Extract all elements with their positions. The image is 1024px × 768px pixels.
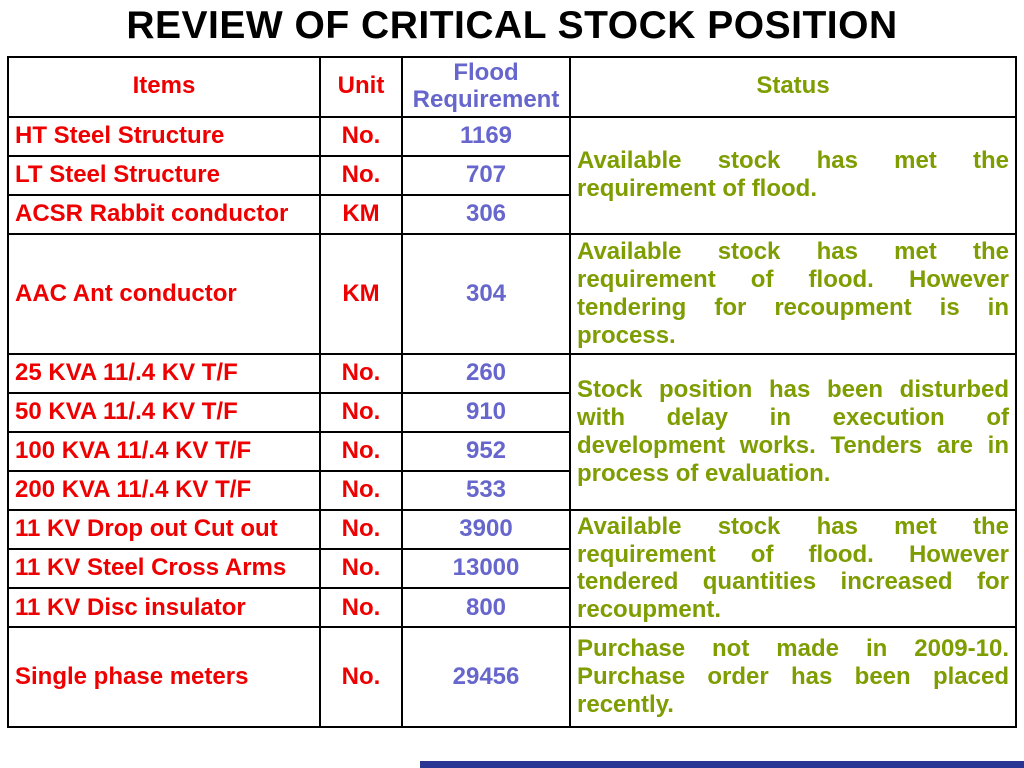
footer-bar: [420, 761, 1024, 768]
item-cell: 11 KV Disc insulator: [7, 586, 321, 629]
unit-cell: No.: [319, 352, 403, 394]
unit-cell: No.: [319, 626, 403, 729]
table-row: 200 KVA 11/.4 KV T/F No. 533: [7, 469, 1016, 511]
flood-cell: 800: [401, 586, 571, 629]
status-cell: Purchase not made in 2009-10. Purchase o…: [569, 626, 1017, 729]
flood-cell: 952: [401, 430, 571, 472]
item-cell: HT Steel Structure: [7, 115, 321, 157]
table-row: 100 KVA 11/.4 KV T/F No. 952: [7, 430, 1016, 472]
table-row: 11 KV Drop out Cut out No. 3900 Availabl…: [7, 508, 1017, 629]
flood-cell: 1169: [401, 115, 571, 157]
flood-cell: 707: [401, 154, 571, 196]
item-cell: 11 KV Drop out Cut out: [7, 508, 321, 550]
unit-cell: KM: [319, 193, 403, 235]
flood-cell: 3900: [401, 508, 571, 550]
header-status: Status: [569, 56, 1017, 118]
header-flood-requirement: Flood Requirement: [401, 56, 571, 118]
item-cell: 50 KVA 11/.4 KV T/F: [7, 391, 321, 433]
table-row: AAC Ant conductor KM 304 Available stock…: [7, 232, 1017, 355]
table-row: 11 KV Disc insulator No. 800: [7, 586, 1016, 629]
table-row: ACSR Rabbit conductor KM 306: [7, 193, 1016, 235]
unit-cell: No.: [319, 391, 403, 433]
unit-cell: KM: [319, 232, 403, 355]
table-row: 50 KVA 11/.4 KV T/F No. 910: [7, 391, 1016, 433]
status-cell: Available stock has met the requirement …: [569, 508, 1017, 629]
item-cell: AAC Ant conductor: [7, 232, 321, 355]
flood-cell: 304: [401, 232, 571, 355]
header-items: Items: [7, 56, 321, 118]
flood-cell: 260: [401, 352, 571, 394]
table-row: Single phase meters No. 29456 Purchase n…: [7, 626, 1017, 729]
item-cell: 100 KVA 11/.4 KV T/F: [7, 430, 321, 472]
table-row: 25 KVA 11/.4 KV T/F No. 260 Stock positi…: [7, 352, 1017, 511]
unit-cell: No.: [319, 115, 403, 157]
unit-cell: No.: [319, 547, 403, 589]
flood-cell: 13000: [401, 547, 571, 589]
item-cell: Single phase meters: [7, 626, 321, 729]
flood-cell: 910: [401, 391, 571, 433]
status-cell: Available stock has met the requirement …: [569, 115, 1017, 235]
flood-cell: 306: [401, 193, 571, 235]
status-cell: Available stock has met the requirement …: [569, 232, 1017, 355]
status-cell: Stock position has been disturbed with d…: [569, 352, 1017, 511]
item-cell: LT Steel Structure: [7, 154, 321, 196]
unit-cell: No.: [319, 469, 403, 511]
unit-cell: No.: [319, 154, 403, 196]
flood-cell: 29456: [401, 626, 571, 729]
header-unit: Unit: [319, 56, 403, 118]
flood-cell: 533: [401, 469, 571, 511]
item-cell: ACSR Rabbit conductor: [7, 193, 321, 235]
unit-cell: No.: [319, 508, 403, 550]
unit-cell: No.: [319, 430, 403, 472]
table-row: HT Steel Structure No. 1169 Available st…: [7, 115, 1017, 235]
table-header-row: Items Unit Flood Requirement Status: [7, 56, 1017, 118]
unit-cell: No.: [319, 586, 403, 629]
item-cell: 200 KVA 11/.4 KV T/F: [7, 469, 321, 511]
stock-table: Items Unit Flood Requirement Status HT S…: [7, 56, 1017, 729]
table-row: 11 KV Steel Cross Arms No. 13000: [7, 547, 1016, 589]
slide-title: REVIEW OF CRITICAL STOCK POSITION: [126, 4, 898, 47]
item-cell: 11 KV Steel Cross Arms: [7, 547, 321, 589]
item-cell: 25 KVA 11/.4 KV T/F: [7, 352, 321, 394]
table-row: LT Steel Structure No. 707: [7, 154, 1016, 196]
